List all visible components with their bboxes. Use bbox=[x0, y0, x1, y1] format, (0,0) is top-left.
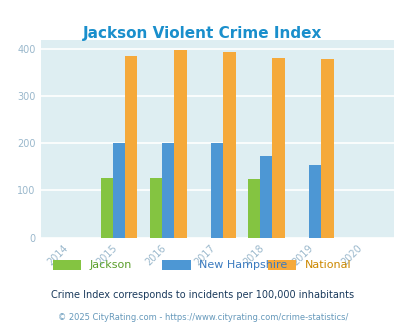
Text: New Hampshire: New Hampshire bbox=[198, 260, 286, 270]
Text: Crime Index corresponds to incidents per 100,000 inhabitants: Crime Index corresponds to incidents per… bbox=[51, 290, 354, 300]
Bar bbox=[223, 52, 235, 238]
Bar bbox=[211, 143, 223, 238]
Bar bbox=[321, 59, 333, 238]
Bar bbox=[272, 57, 284, 238]
Bar bbox=[247, 179, 260, 238]
Text: National: National bbox=[304, 260, 350, 270]
Bar bbox=[149, 178, 162, 238]
Text: Jackson Violent Crime Index: Jackson Violent Crime Index bbox=[83, 26, 322, 41]
Bar bbox=[100, 178, 113, 238]
Bar bbox=[260, 156, 272, 238]
Bar bbox=[309, 165, 321, 238]
Text: Jackson: Jackson bbox=[89, 260, 131, 270]
Bar bbox=[113, 143, 125, 238]
Bar bbox=[125, 56, 137, 238]
Bar bbox=[174, 50, 186, 238]
Text: © 2025 CityRating.com - https://www.cityrating.com/crime-statistics/: © 2025 CityRating.com - https://www.city… bbox=[58, 313, 347, 322]
Bar bbox=[162, 143, 174, 238]
